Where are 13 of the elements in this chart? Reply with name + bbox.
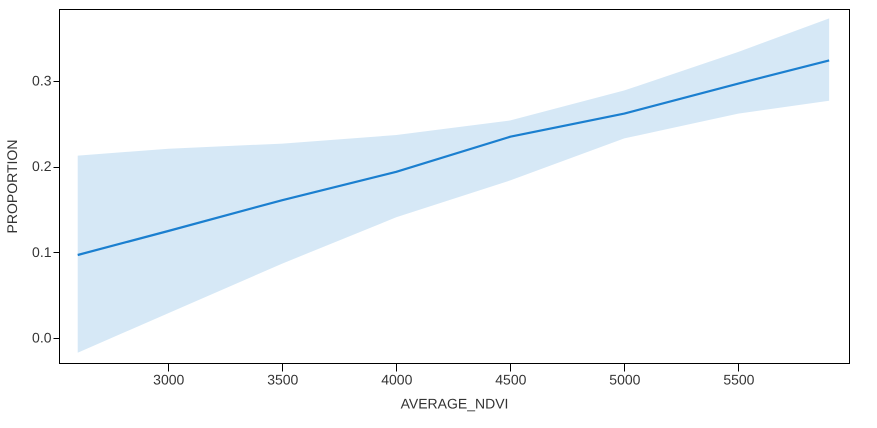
x-tick-label: 4000 — [381, 372, 413, 388]
y-tick-label: 0.2 — [32, 158, 52, 174]
x-tick-label: 4500 — [495, 372, 527, 388]
y-tick-label: 0.3 — [32, 72, 52, 88]
line-series — [76, 59, 830, 256]
x-tick-label: 5000 — [609, 372, 641, 388]
x-tick-label: 5500 — [723, 372, 755, 388]
x-tick-label: 3000 — [153, 372, 185, 388]
y-tick-label: 0.1 — [32, 244, 52, 260]
y-tick-label: 0.0 — [32, 330, 52, 346]
x-tick-label: 3500 — [267, 372, 299, 388]
y-axis-title: PROPORTION — [4, 140, 20, 234]
x-axis-title: AVERAGE_NDVI — [400, 396, 508, 412]
